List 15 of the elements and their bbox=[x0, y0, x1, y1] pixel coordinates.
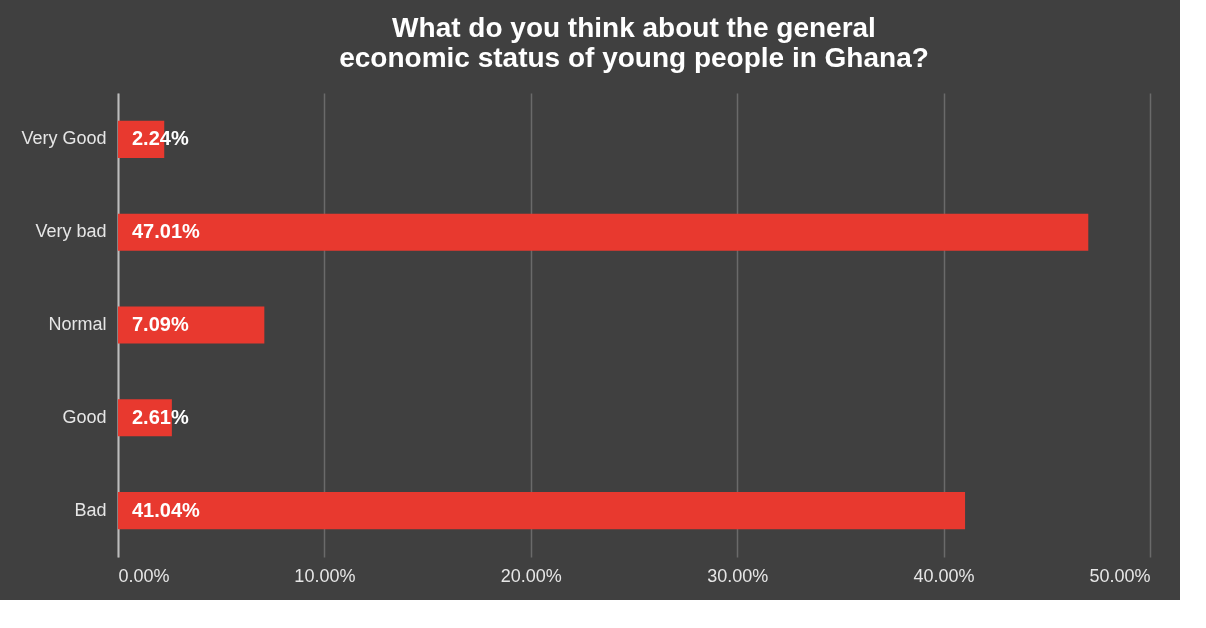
data-label: 41.04% bbox=[132, 498, 201, 521]
y-tick-label: Very Good bbox=[21, 128, 107, 149]
x-tick-label: 50.00% bbox=[1089, 565, 1151, 586]
chart-title: What do you think about the general economic status of young people in Ghana? bbox=[339, 12, 929, 73]
x-tick-label: 0.00% bbox=[118, 565, 170, 586]
data-label: 7.09% bbox=[132, 313, 189, 335]
y-tick-label: Normal bbox=[48, 314, 107, 334]
data-label: 47.01% bbox=[132, 220, 201, 243]
y-tick-label: Very bad bbox=[35, 221, 107, 242]
x-tick-label: 40.00% bbox=[913, 565, 975, 586]
y-tick-label: Good bbox=[62, 406, 107, 427]
x-tick-label: 10.00% bbox=[294, 565, 356, 586]
x-tick-label: 20.00% bbox=[500, 565, 562, 586]
y-tick-label: Bad bbox=[74, 499, 107, 520]
x-tick-label: 30.00% bbox=[707, 565, 769, 586]
